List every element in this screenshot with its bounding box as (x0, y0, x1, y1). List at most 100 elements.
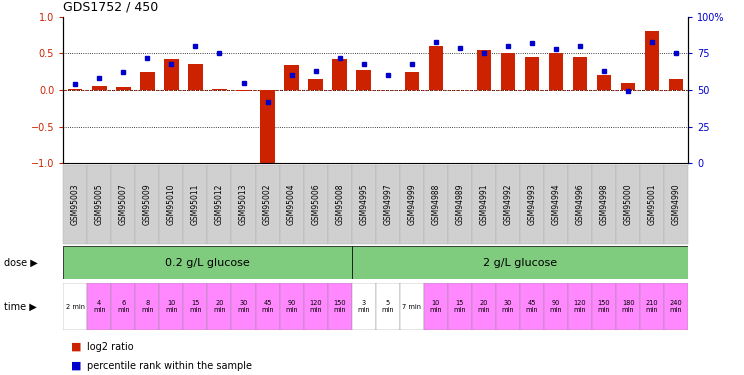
FancyBboxPatch shape (352, 246, 688, 279)
Text: 15
min: 15 min (454, 300, 466, 313)
FancyBboxPatch shape (568, 165, 592, 244)
Text: 150
min: 150 min (333, 300, 346, 313)
FancyBboxPatch shape (112, 283, 135, 330)
Text: 240
min: 240 min (670, 300, 682, 313)
Text: GSM95012: GSM95012 (215, 184, 224, 225)
Text: GSM95000: GSM95000 (623, 184, 632, 225)
FancyBboxPatch shape (87, 165, 112, 244)
Text: 30
min: 30 min (237, 300, 250, 313)
Text: dose ▶: dose ▶ (4, 258, 37, 268)
Text: 120
min: 120 min (574, 300, 586, 313)
Text: 45
min: 45 min (526, 300, 538, 313)
FancyBboxPatch shape (184, 165, 208, 244)
Text: 15
min: 15 min (189, 300, 202, 313)
Bar (356, 69, 371, 90)
Text: GSM94999: GSM94999 (407, 184, 417, 225)
FancyBboxPatch shape (327, 283, 352, 330)
Text: GSM94995: GSM94995 (359, 184, 368, 225)
Text: GSM95002: GSM95002 (263, 184, 272, 225)
Text: 150
min: 150 min (597, 300, 610, 313)
Bar (525, 57, 539, 90)
Text: 180
min: 180 min (622, 300, 635, 313)
Text: GSM95004: GSM95004 (287, 184, 296, 225)
Text: 8
min: 8 min (141, 300, 154, 313)
Text: 5
min: 5 min (382, 300, 394, 313)
FancyBboxPatch shape (255, 165, 280, 244)
FancyBboxPatch shape (496, 283, 520, 330)
FancyBboxPatch shape (544, 165, 568, 244)
Text: GSM95006: GSM95006 (311, 184, 320, 225)
Bar (68, 88, 83, 90)
Text: 90
min: 90 min (550, 300, 562, 313)
Bar (284, 65, 299, 90)
Bar (309, 79, 323, 90)
Text: GSM94993: GSM94993 (527, 184, 536, 225)
Text: GSM94990: GSM94990 (672, 184, 681, 225)
FancyBboxPatch shape (352, 165, 376, 244)
FancyBboxPatch shape (112, 165, 135, 244)
Text: 20
min: 20 min (214, 300, 225, 313)
Text: 2 min: 2 min (65, 304, 85, 310)
Text: time ▶: time ▶ (4, 302, 36, 312)
FancyBboxPatch shape (280, 283, 304, 330)
FancyBboxPatch shape (231, 165, 255, 244)
Text: GSM94988: GSM94988 (432, 184, 440, 225)
Bar (669, 79, 684, 90)
FancyBboxPatch shape (327, 165, 352, 244)
FancyBboxPatch shape (664, 283, 688, 330)
FancyBboxPatch shape (616, 165, 640, 244)
FancyBboxPatch shape (87, 283, 112, 330)
Bar (645, 32, 659, 90)
Text: GSM95013: GSM95013 (239, 184, 248, 225)
FancyBboxPatch shape (400, 165, 424, 244)
FancyBboxPatch shape (208, 283, 231, 330)
FancyBboxPatch shape (304, 283, 327, 330)
Text: GSM94994: GSM94994 (551, 184, 560, 225)
FancyBboxPatch shape (255, 283, 280, 330)
Bar (597, 75, 612, 90)
FancyBboxPatch shape (496, 165, 520, 244)
Text: GDS1752 / 450: GDS1752 / 450 (63, 0, 158, 13)
FancyBboxPatch shape (159, 283, 184, 330)
Text: GSM95011: GSM95011 (191, 184, 200, 225)
Text: GSM94992: GSM94992 (504, 184, 513, 225)
Text: GSM95005: GSM95005 (94, 184, 104, 225)
Bar (140, 72, 155, 90)
FancyBboxPatch shape (520, 165, 544, 244)
Bar (621, 83, 635, 90)
Bar (477, 50, 491, 90)
FancyBboxPatch shape (424, 165, 448, 244)
FancyBboxPatch shape (208, 165, 231, 244)
Text: GSM95010: GSM95010 (167, 184, 176, 225)
Text: 10
min: 10 min (429, 300, 442, 313)
FancyBboxPatch shape (304, 165, 327, 244)
Text: 4
min: 4 min (93, 300, 106, 313)
FancyBboxPatch shape (280, 165, 304, 244)
FancyBboxPatch shape (159, 165, 184, 244)
FancyBboxPatch shape (640, 283, 664, 330)
Text: 10
min: 10 min (165, 300, 178, 313)
Text: percentile rank within the sample: percentile rank within the sample (87, 361, 252, 370)
Bar (573, 57, 587, 90)
FancyBboxPatch shape (448, 165, 472, 244)
FancyBboxPatch shape (592, 283, 616, 330)
Text: ■: ■ (71, 361, 81, 370)
Text: GSM95001: GSM95001 (647, 184, 657, 225)
FancyBboxPatch shape (472, 283, 496, 330)
Bar (501, 54, 515, 90)
Bar (92, 86, 106, 90)
Text: GSM94997: GSM94997 (383, 184, 392, 225)
Text: 2 g/L glucose: 2 g/L glucose (483, 258, 557, 268)
Text: GSM95009: GSM95009 (143, 184, 152, 225)
FancyBboxPatch shape (472, 165, 496, 244)
Text: 90
min: 90 min (285, 300, 298, 313)
FancyBboxPatch shape (352, 283, 376, 330)
Text: 45
min: 45 min (261, 300, 274, 313)
Bar (164, 59, 179, 90)
Bar (333, 58, 347, 90)
Text: GSM95008: GSM95008 (335, 184, 344, 225)
Text: GSM95007: GSM95007 (119, 184, 128, 225)
FancyBboxPatch shape (520, 283, 544, 330)
Text: GSM94989: GSM94989 (455, 184, 464, 225)
Text: GSM95003: GSM95003 (71, 184, 80, 225)
